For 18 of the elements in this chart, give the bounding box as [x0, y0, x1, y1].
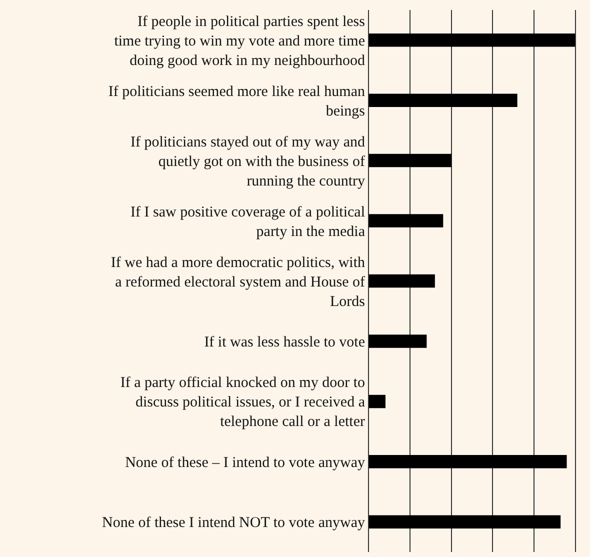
bar: [369, 94, 518, 107]
bar: [369, 334, 427, 348]
bar: [369, 394, 386, 408]
y-tick-label: If a party official knocked on my door to discuss political issues, or I received a telephone call or a letter: [120, 375, 366, 430]
y-tick-label: None of these – I intend to vote anyway: [125, 454, 366, 471]
y-tick-label: If it was less hassle to vote: [204, 334, 366, 350]
y-tick-label: None of these I intend NOT to vote anyway: [102, 515, 366, 532]
y-tick-label: If politicians stayed out of my way and quietly got on with the business of running the country: [130, 134, 366, 190]
y-tick-label: If I saw positive coverage of a political party in the media: [130, 204, 366, 240]
bar: [369, 214, 444, 228]
y-tick-label: If people in political parties spent less time trying to win my vote and more time doing good work in my neighbourhood: [114, 14, 366, 69]
bar: [369, 33, 575, 47]
bar: [369, 274, 435, 288]
y-tick-label: If we had a more democratic politics, with a reformed electoral system and House of Lords: [110, 254, 366, 310]
bar: [369, 515, 561, 529]
bar: [369, 154, 452, 168]
y-tick-label: If politicians seemed more like real human beings: [108, 84, 366, 120]
bar: [369, 455, 567, 468]
